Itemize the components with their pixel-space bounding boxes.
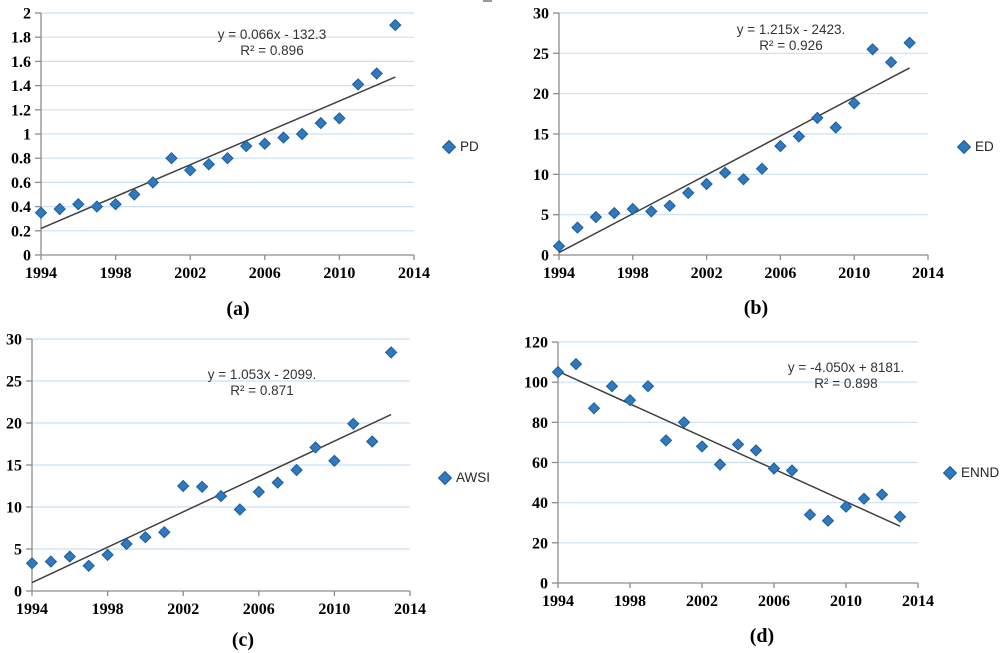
svg-text:2002: 2002 [167,601,199,618]
svg-text:2010: 2010 [830,593,862,610]
svg-text:5: 5 [541,207,549,224]
svg-text:15: 15 [6,458,22,475]
svg-text:30: 30 [6,332,22,349]
svg-text:2010: 2010 [838,265,870,282]
svg-text:80: 80 [532,415,548,432]
svg-text:2002: 2002 [174,265,206,282]
legend-diamond-icon-b [956,139,972,154]
svg-text:10: 10 [6,500,22,517]
legend-label-b: ED [975,139,994,154]
svg-text:120: 120 [524,335,548,352]
trend-annotation-b: y = 1.215x - 2423. R² = 0.926 [737,22,845,54]
trend-annotation-a: y = 0.066x - 132.3 R² = 0.896 [218,27,326,59]
panel-caption-a: (a) [226,298,250,320]
trend-annotation-d: y = -4.050x + 8181. R² = 0.898 [788,360,904,392]
legend-a: PD [441,139,479,154]
panel-caption-b: (b) [743,297,769,319]
svg-text:2006: 2006 [243,601,275,618]
svg-text:5: 5 [14,542,22,559]
svg-text:2014: 2014 [394,601,426,618]
svg-text:0: 0 [14,584,22,601]
svg-text:0.4: 0.4 [11,199,31,216]
svg-text:1.8: 1.8 [11,30,31,47]
svg-text:1994: 1994 [25,265,57,282]
legend-diamond-icon-c [437,470,453,485]
svg-text:1998: 1998 [614,593,646,610]
svg-text:10: 10 [533,167,549,184]
panel-d: 0 20 40 60 80 100 120 1994 1998 2002 2006 2010 2014 … [500,320,1002,653]
legend-diamond-icon-a [441,139,457,154]
svg-text:1998: 1998 [617,265,649,282]
r-squared-label-b: R² = 0.926 [759,38,823,53]
svg-text:1.2: 1.2 [11,102,31,119]
svg-text:100: 100 [524,375,548,392]
svg-text:2006: 2006 [758,593,790,610]
panel-caption-d: (d) [749,625,775,647]
svg-text:60: 60 [532,455,548,472]
trend-annotation-c: y = 1.053x - 2099. R² = 0.871 [208,367,316,399]
legend-b: ED [956,139,994,154]
svg-text:0.6: 0.6 [11,175,31,192]
panel-c: 0 5 10 15 20 25 30 1994 1998 2002 2006 2010 2014 y =… [0,320,500,653]
svg-text:2: 2 [23,6,31,23]
legend-label-c: AWSI [456,470,491,485]
panel-caption-c: (c) [231,629,255,651]
legend-label-a: PD [460,139,479,154]
legend-c: AWSI [437,470,491,485]
svg-text:0: 0 [541,248,549,265]
svg-text:15: 15 [533,127,549,144]
svg-text:40: 40 [532,495,548,512]
scatter-chart-ed: 0 5 10 15 20 25 30 1994 1998 2002 2006 2010 2014 [533,6,944,283]
svg-text:0.2: 0.2 [11,223,31,240]
svg-text:2014: 2014 [902,593,934,610]
trend-equation-c: y = 1.053x - 2099. [207,367,317,382]
svg-text:2006: 2006 [764,265,796,282]
svg-text:30: 30 [533,6,549,23]
svg-text:1998: 1998 [100,265,132,282]
svg-text:1998: 1998 [92,601,124,618]
scatter-chart-awsi: 0 5 10 15 20 25 30 1994 1998 2002 2006 2010 2014 [6,332,426,619]
svg-text:0: 0 [540,576,548,593]
svg-text:2010: 2010 [318,601,350,618]
panel-b: 0 5 10 15 20 25 30 1994 1998 2002 2006 2010 2014 y =… [500,0,1002,320]
legend-diamond-icon-d [942,465,958,480]
svg-text:2014: 2014 [398,265,430,282]
svg-text:0.8: 0.8 [11,151,31,168]
r-squared-label-a: R² = 0.896 [240,43,304,58]
trend-equation-b: y = 1.215x - 2423. [736,22,846,37]
svg-text:20: 20 [532,535,548,552]
svg-text:25: 25 [533,46,549,63]
legend-label-d: ENND [961,465,1000,480]
svg-text:2002: 2002 [686,593,718,610]
cropped-text-artifact [483,0,492,2]
svg-text:1.6: 1.6 [11,54,31,71]
scatter-chart-pd: 0 0.2 0.4 0.6 0.8 1 1.2 1.4 1.6 1.8 2 1994 1998 2002 2… [11,6,430,283]
svg-text:1.4: 1.4 [11,78,31,95]
panel-a: 0 0.2 0.4 0.6 0.8 1 1.2 1.4 1.6 1.8 2 1994 1998 2002 2… [0,0,500,321]
svg-text:2014: 2014 [912,265,944,282]
legend-d: ENND [942,465,1000,480]
r-squared-label-c: R² = 0.871 [230,383,294,398]
svg-text:1994: 1994 [543,265,575,282]
svg-text:0: 0 [23,248,31,265]
svg-text:1: 1 [23,127,31,144]
svg-text:25: 25 [6,374,22,391]
svg-text:20: 20 [533,86,549,103]
svg-text:20: 20 [6,416,22,433]
r-squared-label-d: R² = 0.898 [814,376,878,391]
scatter-chart-ennd: 0 20 40 60 80 100 120 1994 1998 2002 2006 2010 2014 [524,335,934,611]
svg-text:1994: 1994 [542,593,574,610]
svg-text:1994: 1994 [16,601,48,618]
svg-text:2006: 2006 [249,265,281,282]
svg-text:2010: 2010 [323,265,355,282]
svg-text:2002: 2002 [691,265,723,282]
trend-equation-a: y = 0.066x - 132.3 [217,27,327,42]
trend-equation-d: y = -4.050x + 8181. [787,360,905,375]
